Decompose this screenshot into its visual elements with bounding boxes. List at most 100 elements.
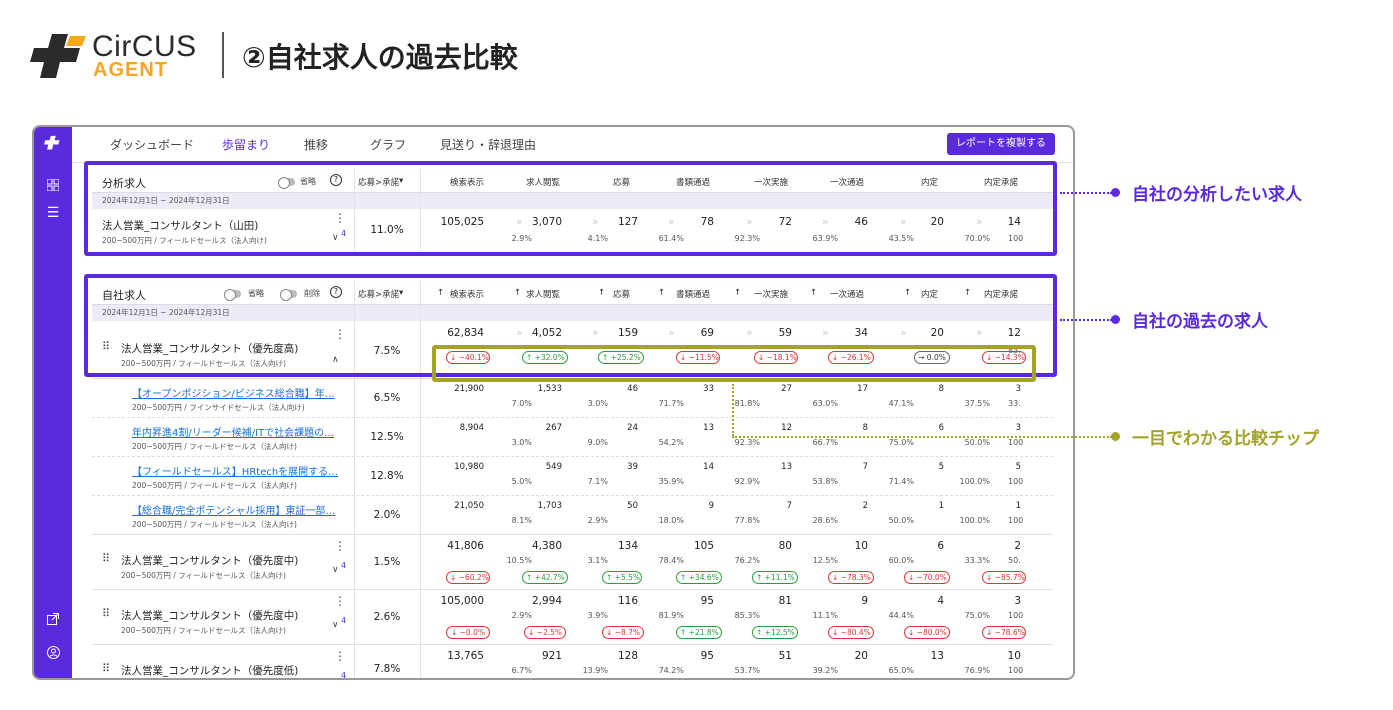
more-options-icon[interactable]: ⋮ — [334, 327, 346, 341]
col-first-pass[interactable]: 一次通過 — [829, 178, 864, 188]
col-view[interactable]: 求人閲覧 — [525, 290, 560, 300]
tab-dashboard[interactable]: ダッシュボード — [110, 138, 195, 152]
list-icon[interactable]: ☰ — [46, 205, 60, 221]
variant-row[interactable]: 年内昇進4割/リーダー候補/ITで社会課題の… 200~500万円 / フィール… — [92, 418, 1053, 457]
metric-value: 3,070 — [531, 216, 562, 228]
side-rail: ☰ — [34, 127, 72, 678]
col-offer-accept[interactable]: 内定承諾 — [983, 290, 1018, 300]
collapse-toggle[interactable] — [224, 289, 241, 301]
external-link-icon[interactable] — [43, 611, 63, 631]
funnel-arrow-icon: » — [822, 215, 829, 228]
sort-up-icon[interactable]: ↑ — [658, 288, 666, 298]
sort-up-icon[interactable]: ↑ — [964, 288, 972, 298]
col-apply[interactable]: 応募 — [612, 290, 630, 300]
variant-row[interactable]: 【総合職/完全ポテンシャル採用】東証一部… 200~500万円 / フィールドセ… — [92, 496, 1053, 535]
comparison-chip: ↓ −80.0% — [904, 626, 950, 639]
more-options-icon[interactable]: ⋮ — [334, 211, 346, 225]
variant-row[interactable]: 【フィールドセールス】HRtechを展開する… 200~500万円 / フィール… — [92, 457, 1053, 496]
col-acceptance-rate[interactable]: 応募>承諾 — [358, 290, 400, 300]
col-first-interview[interactable]: 一次実施 — [753, 290, 788, 300]
conversion-rate: 78.4% — [658, 556, 684, 565]
sort-up-icon[interactable]: ↑ — [598, 288, 606, 298]
col-search[interactable]: 検索表示 — [449, 290, 484, 300]
drag-handle-icon[interactable]: ⠿ — [102, 340, 111, 353]
more-options-icon[interactable]: ⋮ — [334, 594, 346, 608]
drag-handle-icon[interactable]: ⠿ — [102, 552, 111, 565]
col-offer-accept[interactable]: 内定承諾 — [983, 178, 1018, 188]
conversion-rate: 4.1% — [587, 234, 608, 243]
variant-row[interactable]: 【オープンポジション/ビジネス総合職】年… 200~500万円 / フインサイド… — [92, 379, 1053, 418]
metric-value: 8 — [862, 423, 868, 433]
col-first-pass[interactable]: 一次通過 — [829, 290, 864, 300]
sort-icon[interactable]: ▾ — [399, 288, 404, 298]
own-date-range: 2024年12月1日 ~ 2024年12月31日 — [92, 305, 1053, 321]
funnel-arrow-icon: » — [592, 326, 599, 339]
metric-value: 4,052 — [531, 327, 562, 339]
delete-toggle[interactable] — [280, 289, 297, 301]
variant-title-link[interactable]: 年内昇進4割/リーダー候補/ITで社会課題の… — [132, 428, 335, 439]
conversion-rate: 33.3% — [964, 556, 990, 565]
tab-yield[interactable]: 歩留まり — [220, 127, 273, 163]
col-doc-pass[interactable]: 書類通過 — [675, 178, 710, 188]
metric-value: 9 — [861, 595, 868, 607]
page-title: ②自社求人の過去比較 — [242, 41, 518, 74]
job-subtitle: 200~500万円 / フィールドセールス（法人向け) — [102, 236, 267, 245]
header-divider — [222, 32, 224, 78]
sort-up-icon[interactable]: ↑ — [437, 288, 445, 298]
past-job-row[interactable]: ⠿ 法人営業_コンサルタント（優先度中) 200~500万円 / フィールドセー… — [92, 590, 1053, 645]
past-job-row[interactable]: ⠿ 法人営業_コンサルタント（優先度低) ⋮ 4 7.8% 13,765 921… — [92, 645, 1053, 678]
metric-value: 20 — [854, 650, 868, 662]
conversion-rate: 3.9% — [587, 611, 608, 620]
col-acceptance-rate[interactable]: 応募>承諾 — [358, 178, 400, 188]
variant-title-link[interactable]: 【フィールドセールス】HRtechを展開する… — [132, 467, 339, 478]
variant-title-link[interactable]: 【オープンポジション/ビジネス総合職】年… — [132, 389, 335, 400]
col-doc-pass[interactable]: 書類通過 — [675, 290, 710, 300]
col-offer[interactable]: 内定 — [920, 178, 938, 188]
drag-handle-icon[interactable]: ⠿ — [102, 607, 111, 620]
past-job-row[interactable]: ⠿ 法人営業_コンサルタント（優先度中) 200~500万円 / フィールドセー… — [92, 535, 1053, 590]
metric-value: 7 — [786, 501, 792, 511]
sort-icon[interactable]: ▾ — [399, 176, 404, 186]
more-options-icon[interactable]: ⋮ — [334, 649, 346, 663]
sort-up-icon[interactable]: ↑ — [734, 288, 742, 298]
brand-icon[interactable] — [43, 135, 63, 155]
analysis-job-row[interactable]: 法人営業_コンサルタント（山田) 200~500万円 / フィールドセールス（法… — [92, 209, 1053, 251]
col-search[interactable]: 検索表示 — [449, 178, 484, 188]
metric-value: 20 — [930, 327, 944, 339]
conversion-rate: 10.5% — [506, 556, 532, 565]
comparison-chip: → 0.0% — [914, 351, 950, 364]
drag-handle-icon[interactable]: ⠿ — [102, 662, 111, 675]
comparison-chip: ↓ −78.6% — [982, 626, 1026, 639]
col-view[interactable]: 求人閲覧 — [525, 178, 560, 188]
col-offer[interactable]: 内定 — [920, 290, 938, 300]
chevron-down-icon[interactable]: ∨ — [332, 565, 339, 575]
col-apply[interactable]: 応募 — [612, 178, 630, 188]
chevron-up-icon[interactable]: ∧ — [332, 355, 339, 365]
dashboard-icon[interactable] — [43, 177, 63, 197]
sort-up-icon[interactable]: ↑ — [514, 288, 522, 298]
metric-value: 80 — [778, 540, 792, 552]
chevron-down-icon[interactable]: ∨ — [332, 620, 339, 630]
conversion-rate: 50.0% — [888, 516, 914, 525]
duplicate-report-button[interactable]: レポートを複製する — [947, 133, 1055, 155]
sort-up-icon[interactable]: ↑ — [810, 288, 818, 298]
more-options-icon[interactable]: ⋮ — [334, 539, 346, 553]
help-icon[interactable]: ? — [330, 174, 342, 186]
collapse-toggle[interactable] — [278, 177, 295, 189]
account-icon[interactable] — [43, 645, 63, 665]
conversion-rate: 2.9% — [511, 234, 532, 243]
help-icon[interactable]: ? — [330, 286, 342, 298]
metric-value: 2 — [1014, 540, 1021, 552]
collapse-toggle-label: 省略 — [300, 177, 316, 186]
tab-trend[interactable]: 推移 — [304, 138, 329, 152]
metric-value: 95 — [700, 595, 714, 607]
chevron-down-icon[interactable]: ∨ — [332, 233, 339, 243]
own-jobs-header: 自社求人 省略 削除 ? 応募>承諾 ▾ ↑ 検索表示 ↑ 求人閲覧 ↑ 応募 … — [92, 281, 1053, 305]
tab-decline-reasons[interactable]: 見送り・辞退理由 — [440, 138, 537, 152]
col-first-interview[interactable]: 一次実施 — [753, 178, 788, 188]
conversion-rate: 60.0% — [888, 556, 914, 565]
sort-up-icon[interactable]: ↑ — [904, 288, 912, 298]
variant-title-link[interactable]: 【総合職/完全ポテンシャル採用】東証一部… — [132, 506, 336, 517]
metric-value: 17 — [857, 384, 868, 394]
tab-graph[interactable]: グラフ — [370, 138, 407, 152]
